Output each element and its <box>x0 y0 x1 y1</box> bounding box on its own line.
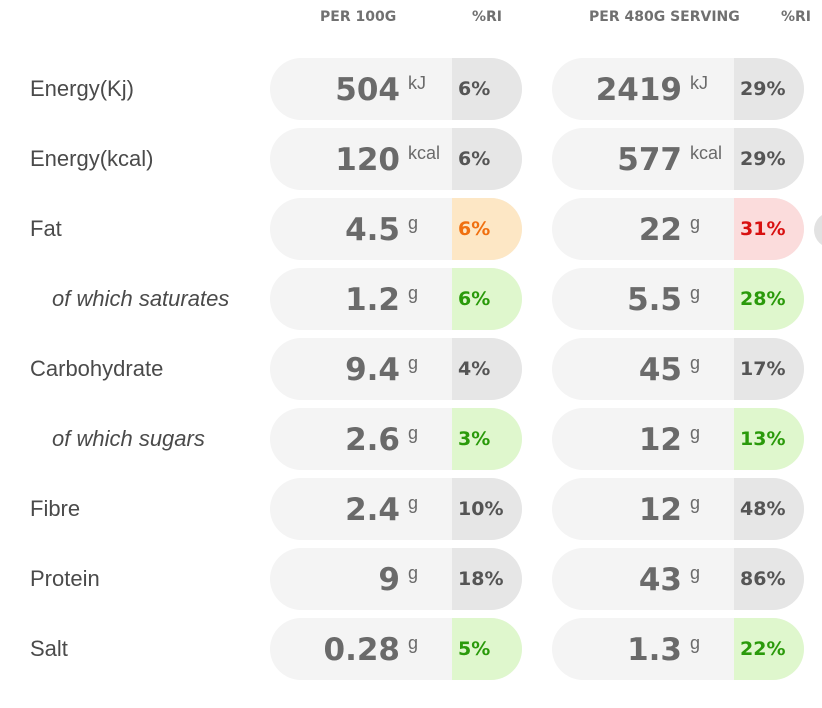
per-serving-ri-percent: 28% <box>734 268 804 330</box>
per-serving-value: 5.5 <box>627 282 682 318</box>
nutrient-row: Protein 9 g 18% 43 g 86% <box>0 548 822 610</box>
per-serving-cell: 43 g 86% <box>552 548 804 610</box>
per-100g-value: 120 <box>335 142 400 178</box>
per-serving-ri-percent: 29% <box>734 128 804 190</box>
per-serving-value: 12 <box>638 492 682 528</box>
nutrient-row: of which saturates 1.2 g 6% 5.5 g 28% <box>0 268 822 330</box>
nutrient-row: Fat 4.5 g 6% 22 g 31% <box>0 198 822 260</box>
per-serving-cell: 22 g 31% <box>552 198 804 260</box>
per-serving-unit: g <box>690 563 701 583</box>
per-100g-ri-percent: 6% <box>452 268 522 330</box>
per-100g-value: 504 <box>335 72 400 108</box>
header-ri-serving: %RI <box>781 9 812 25</box>
per-serving-unit: g <box>690 283 701 303</box>
per-100g-cell: 9 g 18% <box>270 548 522 610</box>
per-100g-value: 0.28 <box>323 632 401 668</box>
nutrient-label: Fibre <box>30 496 81 521</box>
per-100g-cell: 120 kcal 6% <box>270 128 522 190</box>
nutrient-label: Energy(kcal) <box>30 146 154 171</box>
per-serving-cell: 45 g 17% <box>552 338 804 400</box>
per-100g-unit: g <box>408 213 419 233</box>
header-per-serving: PER 480G SERVING <box>589 9 740 25</box>
per-serving-cell: 5.5 g 28% <box>552 268 804 330</box>
nutrient-row: Fibre 2.4 g 10% 12 g 48% <box>0 478 822 540</box>
per-serving-unit: kcal <box>690 143 723 163</box>
per-100g-cell: 2.6 g 3% <box>270 408 522 470</box>
per-serving-value: 12 <box>638 422 682 458</box>
per-100g-unit: g <box>408 283 419 303</box>
per-serving-value: 43 <box>638 562 682 598</box>
header-per-100g: PER 100G <box>320 9 397 25</box>
per-serving-ri-percent: 48% <box>734 478 804 540</box>
nutrient-row: Energy(Kj) 504 kJ 6% 2419 kJ 29% <box>0 58 822 120</box>
per-100g-cell: 2.4 g 10% <box>270 478 522 540</box>
per-100g-unit: g <box>408 353 419 373</box>
per-100g-unit: g <box>408 633 419 653</box>
per-serving-value: 1.3 <box>627 632 682 668</box>
per-serving-unit: g <box>690 353 701 373</box>
per-100g-unit: g <box>408 563 419 583</box>
nutrient-row: Salt 0.28 g 5% 1.3 g 22% <box>0 618 822 680</box>
nutrient-label: Protein <box>30 566 100 591</box>
per-serving-unit: g <box>690 213 701 233</box>
header-ri-100g: %RI <box>472 9 503 25</box>
per-serving-ri-percent: 17% <box>734 338 804 400</box>
nutrient-label: Salt <box>30 636 68 661</box>
per-serving-value: 577 <box>617 142 682 178</box>
per-serving-cell: 1.3 g 22% <box>552 618 804 680</box>
per-serving-cell: 577 kcal 29% <box>552 128 804 190</box>
per-100g-ri-percent: 6% <box>452 128 522 190</box>
per-100g-value: 2.6 <box>345 422 400 458</box>
per-100g-cell: 4.5 g 6% <box>270 198 522 260</box>
per-100g-value: 1.2 <box>345 282 400 318</box>
per-100g-ri-percent: 3% <box>452 408 522 470</box>
per-100g-unit: g <box>408 423 419 443</box>
per-serving-unit: kJ <box>690 73 708 93</box>
per-serving-value: 22 <box>638 212 682 248</box>
per-100g-unit: kJ <box>408 73 426 93</box>
nutrient-label: Energy(Kj) <box>30 76 134 101</box>
per-100g-value: 9 <box>378 562 400 598</box>
per-100g-cell: 504 kJ 6% <box>270 58 522 120</box>
per-100g-value: 2.4 <box>345 492 400 528</box>
nutrient-label: Fat <box>30 216 62 241</box>
nutrient-row: of which sugars 2.6 g 3% 12 g 13% <box>0 408 822 470</box>
per-serving-ri-percent: 22% <box>734 618 804 680</box>
nutrient-label: of which saturates <box>52 286 230 311</box>
per-100g-value: 9.4 <box>345 352 400 388</box>
nutrient-row: Energy(kcal) 120 kcal 6% 577 kcal 29% <box>0 128 822 190</box>
nutrient-row: Carbohydrate 9.4 g 4% 45 g 17% <box>0 338 822 400</box>
scroll-indicator[interactable] <box>814 212 822 248</box>
per-serving-unit: g <box>690 493 701 513</box>
per-100g-ri-percent: 10% <box>452 478 522 540</box>
per-100g-unit: g <box>408 493 419 513</box>
per-serving-cell: 12 g 13% <box>552 408 804 470</box>
per-100g-ri-percent: 6% <box>452 198 522 260</box>
nutrient-label: of which sugars <box>52 426 205 451</box>
per-100g-ri-percent: 18% <box>452 548 522 610</box>
per-100g-cell: 0.28 g 5% <box>270 618 522 680</box>
per-serving-unit: g <box>690 423 701 443</box>
per-100g-ri-percent: 4% <box>452 338 522 400</box>
per-serving-value: 2419 <box>595 72 682 108</box>
per-100g-cell: 9.4 g 4% <box>270 338 522 400</box>
per-100g-value: 4.5 <box>345 212 400 248</box>
per-serving-cell: 12 g 48% <box>552 478 804 540</box>
per-serving-cell: 2419 kJ 29% <box>552 58 804 120</box>
per-serving-value: 45 <box>638 352 682 388</box>
per-100g-cell: 1.2 g 6% <box>270 268 522 330</box>
per-100g-unit: kcal <box>408 143 441 163</box>
per-100g-ri-percent: 6% <box>452 58 522 120</box>
per-serving-ri-percent: 29% <box>734 58 804 120</box>
per-serving-ri-percent: 86% <box>734 548 804 610</box>
per-100g-ri-percent: 5% <box>452 618 522 680</box>
per-serving-unit: g <box>690 633 701 653</box>
per-serving-ri-percent: 13% <box>734 408 804 470</box>
per-serving-ri-percent: 31% <box>734 198 804 260</box>
nutrient-label: Carbohydrate <box>30 356 164 381</box>
